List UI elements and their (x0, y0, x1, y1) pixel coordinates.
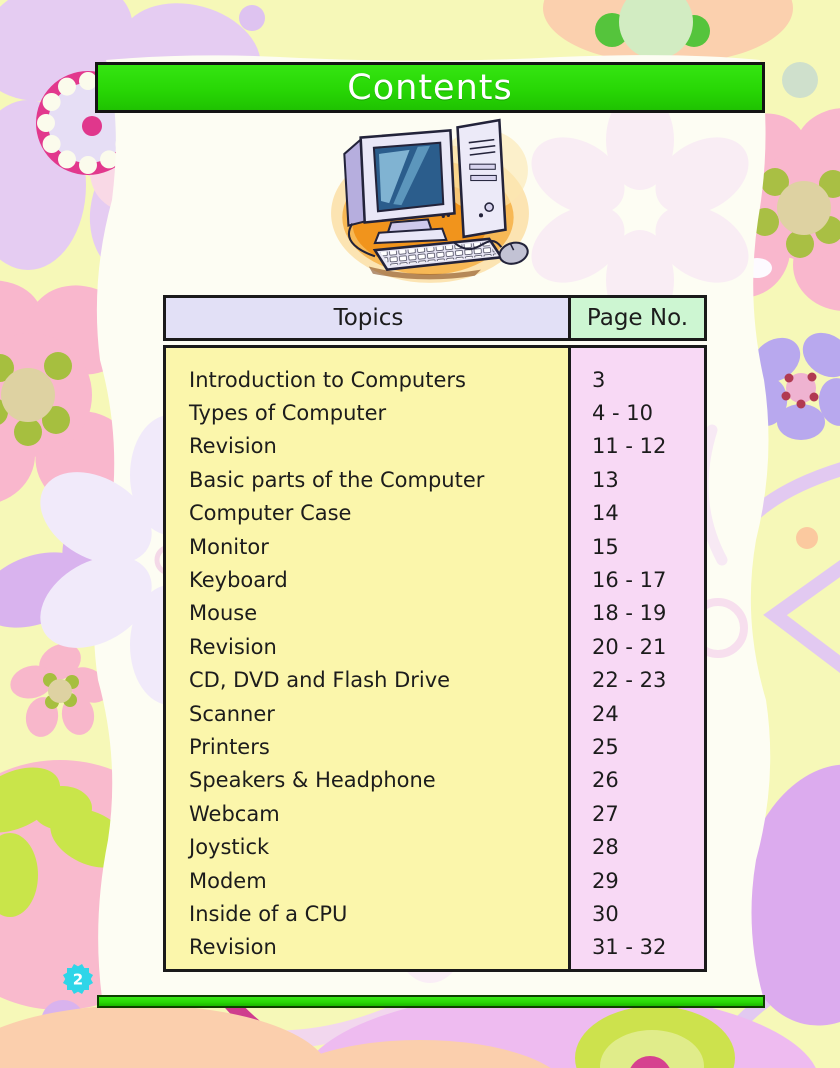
table-row: Inside of a CPU 30 (166, 897, 704, 930)
pages-cell: 13 (592, 467, 619, 492)
topic-cell: Inside of a CPU (189, 901, 348, 926)
pages-cell: 3 (592, 367, 606, 392)
pages-cell: 14 (592, 501, 619, 526)
table-row: Webcam 27 (166, 797, 704, 830)
topic-cell: Revision (189, 935, 277, 960)
pages-cell: 28 (592, 835, 619, 860)
topic-cell: Basic parts of the Computer (189, 467, 485, 492)
table-row: Computer Case 14 (166, 497, 704, 530)
topic-cell: Computer Case (189, 501, 352, 526)
pages-cell: 15 (592, 534, 619, 559)
table-header-row: Topics Page No. (163, 295, 707, 341)
topic-cell: Printers (189, 734, 270, 759)
table-row: Scanner 24 (166, 697, 704, 730)
topic-cell: Webcam (189, 801, 280, 826)
table-row: Basic parts of the Computer 13 (166, 463, 704, 496)
topic-cell: Keyboard (189, 568, 288, 593)
monitor (343, 129, 456, 245)
table-row: Keyboard 16 - 17 (166, 563, 704, 596)
table-row: Speakers & Headphone 26 (166, 764, 704, 797)
page-number-badge: 2 (62, 963, 94, 995)
topic-cell: Scanner (189, 701, 275, 726)
topic-cell: Mouse (189, 601, 258, 626)
pages-cell: 18 - 19 (592, 601, 667, 626)
title-banner: Contents (95, 62, 765, 113)
topics-header-cell: Topics (333, 305, 404, 331)
table-row: Mouse 18 - 19 (166, 597, 704, 630)
topic-cell: Introduction to Computers (189, 367, 466, 392)
mouse (498, 241, 529, 265)
page-title: Contents (347, 67, 513, 108)
table-row: Monitor 15 (166, 530, 704, 563)
table-row: Revision 31 - 32 (166, 931, 704, 964)
topic-cell: CD, DVD and Flash Drive (189, 668, 451, 693)
topic-cell: Types of Computer (189, 401, 387, 426)
topic-cell: Modem (189, 868, 267, 893)
tower-case (456, 118, 507, 239)
pages-cell: 20 - 21 (592, 634, 667, 659)
topic-cell: Monitor (189, 534, 269, 559)
pages-cell: 29 (592, 868, 619, 893)
topic-cell: Speakers & Headphone (189, 768, 436, 793)
pages-cell: 30 (592, 901, 619, 926)
pages-cell: 22 - 23 (592, 668, 667, 693)
page-no-header-cell: Page No. (586, 305, 689, 331)
pages-cell: 16 - 17 (592, 568, 667, 593)
contents-table: Topics Page No. Introduction to Computer… (163, 295, 707, 972)
table-row: Joystick 28 (166, 830, 704, 863)
page-number-text: 2 (73, 971, 83, 989)
pages-cell: 24 (592, 701, 619, 726)
table-row: Revision 20 - 21 (166, 630, 704, 663)
starburst-icon (62, 963, 94, 995)
topic-cell: Revision (189, 434, 277, 459)
topic-cell: Revision (189, 634, 277, 659)
pages-cell: 11 - 12 (592, 434, 667, 459)
bottom-flower (575, 1006, 735, 1068)
computer-illustration (331, 118, 529, 283)
bottom-divider-bar (97, 995, 765, 1008)
contents-table-body: Introduction to Computers 3 Types of Com… (163, 345, 707, 972)
table-row: Types of Computer 4 - 10 (166, 396, 704, 429)
purple-flower (742, 258, 840, 440)
table-row: Printers 25 (166, 730, 704, 763)
table-row: Revision 11 - 12 (166, 430, 704, 463)
table-row: CD, DVD and Flash Drive 22 - 23 (166, 664, 704, 697)
table-row: Introduction to Computers 3 (166, 363, 704, 396)
pages-cell: 25 (592, 734, 619, 759)
pages-cell: 27 (592, 801, 619, 826)
pages-cell: 4 - 10 (592, 401, 654, 426)
pages-cell: 31 - 32 (592, 935, 667, 960)
pages-cell: 26 (592, 768, 619, 793)
table-row: Modem 29 (166, 864, 704, 897)
topic-cell: Joystick (189, 835, 270, 860)
small-pink-flower (10, 643, 109, 737)
